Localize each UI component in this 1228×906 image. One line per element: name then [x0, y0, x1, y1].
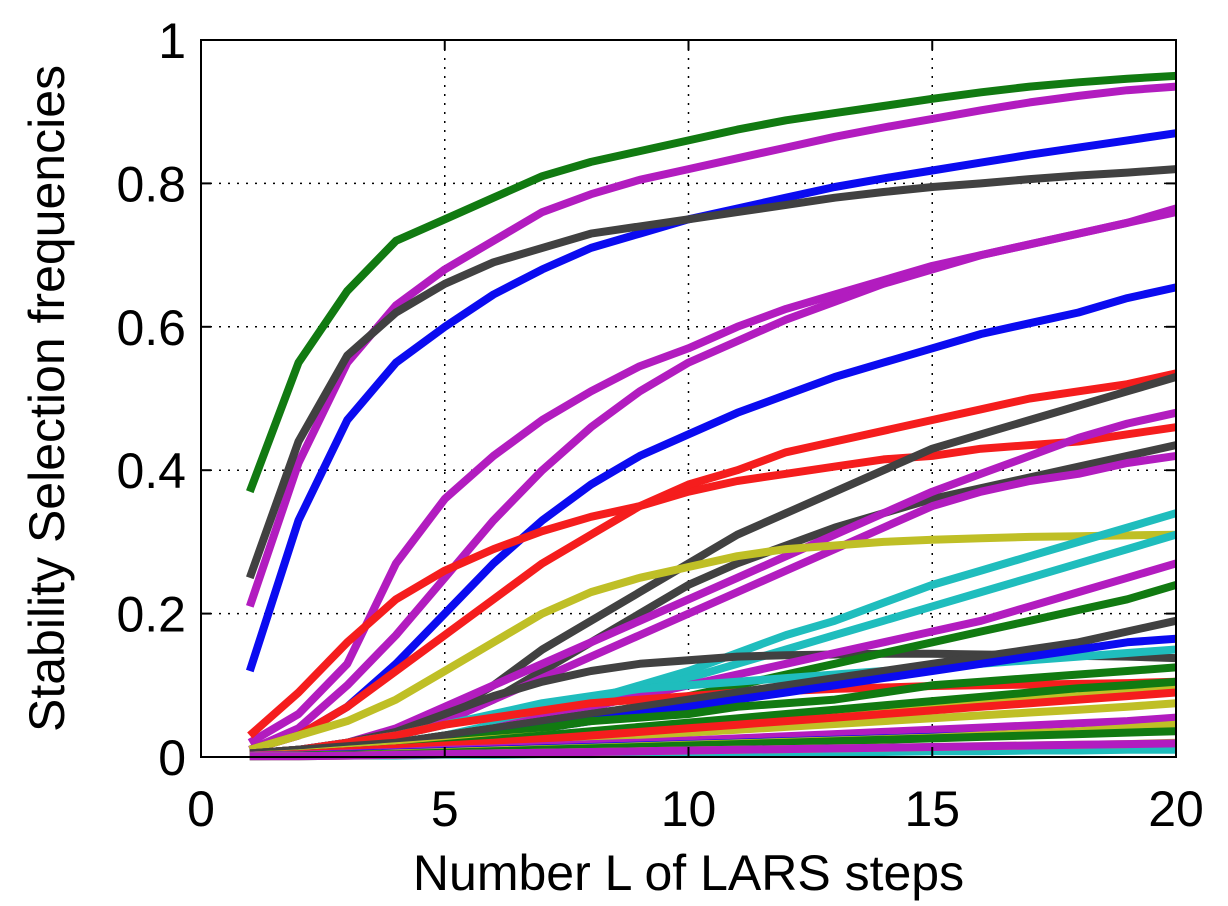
x-axis-title: Number L of LARS steps	[413, 845, 964, 901]
y-tick-label: 0.4	[116, 443, 186, 499]
series-line-14	[248, 530, 1177, 754]
y-axis-title: Stability Selection frequencies	[19, 65, 75, 732]
series-line-1	[246, 71, 1177, 494]
series-line-9	[248, 369, 1177, 754]
series-line-8	[247, 423, 1177, 739]
series-line-6	[248, 208, 1177, 754]
y-tick-label: 1	[158, 13, 186, 69]
x-tick-label: 10	[661, 781, 717, 837]
series-line-7	[248, 283, 1177, 754]
series-line-22	[249, 616, 1177, 758]
series-line-35	[249, 739, 1177, 761]
y-tick-labels: 0 0.2 0.4 0.6 0.8 1	[116, 13, 186, 786]
y-tick-label: 0.2	[116, 587, 186, 643]
y-tick-label: 0	[158, 730, 186, 786]
x-tick-label: 0	[187, 781, 215, 837]
series-line-4	[246, 165, 1177, 580]
x-tick-label: 5	[431, 781, 459, 837]
axis-ticks	[200, 39, 1177, 758]
x-tick-label: 15	[904, 781, 960, 837]
x-tick-label: 20	[1148, 781, 1204, 837]
y-tick-label: 0.8	[116, 156, 186, 212]
y-tick-label: 0.6	[116, 300, 186, 356]
x-tick-labels: 0 5 10 15 20	[187, 781, 1204, 837]
series-line-2	[246, 82, 1177, 608]
series-lines	[245, 71, 1178, 761]
